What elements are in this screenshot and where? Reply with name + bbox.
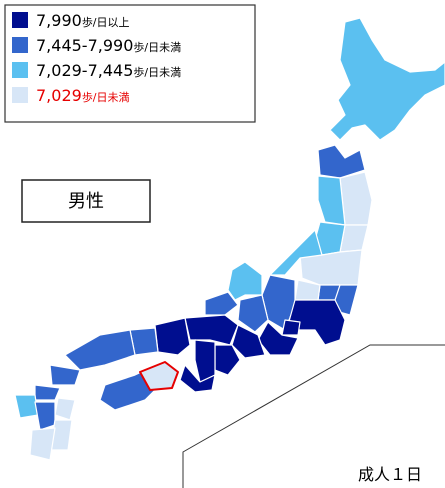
highlighted-prefecture: [139, 361, 179, 391]
legend-unit: 歩/日未満: [133, 65, 181, 79]
legend-label: 7,029-7,445歩/日未満: [36, 61, 181, 80]
legend-label: 7,029歩/日未満: [36, 86, 130, 105]
legend-swatch: [12, 87, 28, 103]
prefecture: [29, 427, 56, 461]
prefecture: [299, 249, 363, 286]
prefecture: [281, 319, 301, 336]
prefecture: [227, 261, 263, 301]
prefecture: [204, 291, 239, 316]
prefecture: [34, 384, 61, 401]
legend-label: 7,445-7,990歩/日未満: [36, 36, 181, 55]
footnote: 成人１日: [358, 465, 422, 484]
legend-unit: 歩/日未満: [82, 90, 130, 104]
prefecture: [54, 397, 76, 421]
prefecture: [154, 317, 191, 356]
legend-range: 7,445-7,990: [36, 36, 133, 55]
legend-swatch: [12, 12, 28, 28]
prefecture: [339, 171, 373, 226]
prefecture: [34, 401, 56, 431]
legend-unit: 歩/日以上: [82, 15, 130, 29]
legend-swatch: [12, 37, 28, 53]
prefecture: [231, 324, 266, 359]
prefecture: [179, 364, 216, 393]
prefecture: [14, 394, 39, 419]
legend-range: 7,029-7,445: [36, 61, 133, 80]
inset-frame: [182, 344, 445, 488]
legend-range: 7,990: [36, 11, 82, 30]
legend-range: 7,029: [36, 86, 82, 105]
prefecture: [317, 175, 346, 226]
legend-box: [4, 4, 256, 123]
prefecture: [237, 294, 269, 333]
prefecture: [329, 17, 445, 141]
prefecture: [49, 364, 81, 386]
prefecture: [317, 144, 366, 179]
legend-label: 7,990歩/日以上: [36, 11, 130, 30]
prefecture: [184, 314, 239, 346]
legend-unit: 歩/日未満: [133, 40, 181, 54]
label-box: [21, 179, 151, 223]
sex-label: 男性: [68, 191, 104, 212]
legend: 7,990歩/日以上7,445-7,990歩/日未満7,029-7,445歩/日…: [12, 11, 181, 105]
prefecture: [64, 329, 136, 371]
prefecture: [194, 339, 216, 383]
legend-swatch: [12, 62, 28, 78]
prefecture: [269, 229, 323, 276]
japan-map: [14, 17, 445, 461]
